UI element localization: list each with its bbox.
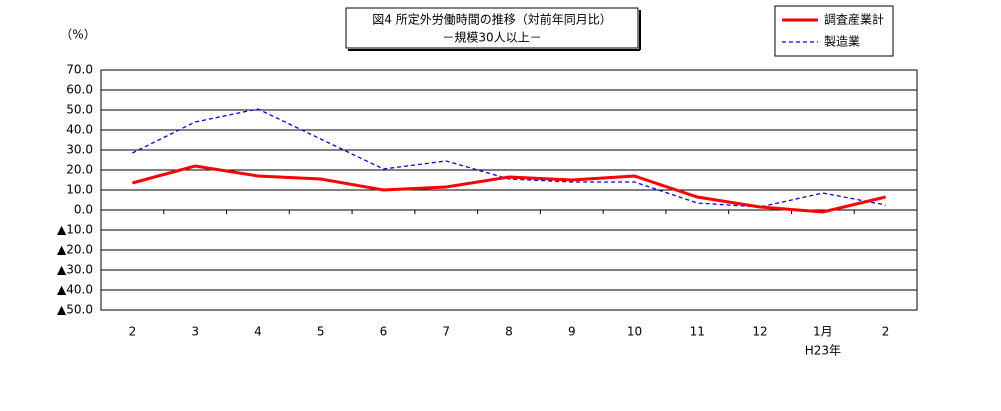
x-tick-label: 7 [442,325,450,339]
x-tick-label: 1月 [813,325,833,339]
y-tick-label: ▲50.0 [57,303,93,317]
y-tick-label: 10.0 [66,183,93,197]
series-line [131,164,886,214]
chart-subtitle: －規模30人以上－ [442,30,541,45]
x-tick-label: 6 [380,325,388,339]
y-tick-label: ▲30.0 [57,263,93,277]
y-tick-label: 30.0 [66,143,93,157]
y-tick-label: ▲20.0 [57,243,93,257]
x-tick-label: 5 [317,325,325,339]
chart-title: 図4 所定外労働時間の推移（対前年同月比） [372,12,611,27]
y-tick-label: 40.0 [66,123,93,137]
x-tick-label: 9 [568,325,576,339]
title-box [345,7,639,49]
y-tick-label: 70.0 [66,63,93,77]
y-tick-label: ▲40.0 [57,283,93,297]
x-tick-label: 2 [129,325,137,339]
y-tick-label: 50.0 [66,103,93,117]
legend-label: 製造業 [824,35,860,49]
y-tick-label: ▲10.0 [57,223,93,237]
x-tick-label: 3 [191,325,199,339]
legend-box [774,5,894,57]
legend-label: 調査産業計 [824,12,884,27]
x-tick-label: 12 [752,325,767,339]
x-tick-label: 4 [254,325,262,339]
y-tick-label: 0.0 [74,203,93,217]
y-tick-label: 60.0 [66,83,93,97]
x-tick-label: 11 [690,325,705,339]
x-tick-label: 10 [627,325,642,339]
x-tick-label: 2 [882,325,890,339]
y-tick-label: 20.0 [66,163,93,177]
series-line [132,108,886,208]
x-annotation: H23年 [805,344,841,358]
x-tick-label: 8 [505,325,513,339]
y-axis-label: （%） [60,28,95,42]
